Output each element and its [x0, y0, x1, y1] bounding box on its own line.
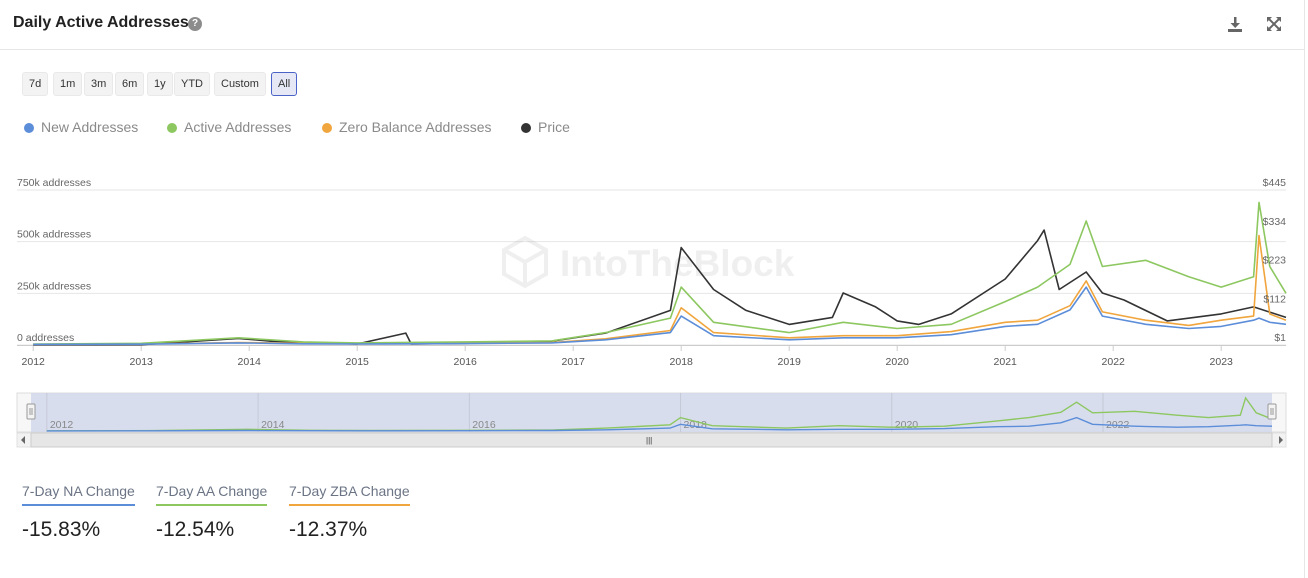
legend-new-addresses[interactable]: New Addresses — [24, 119, 138, 135]
stat-value: -15.83% — [22, 518, 101, 541]
y-tick-label-left: 750k addresses — [17, 177, 91, 189]
x-tick-label: 2021 — [994, 356, 1018, 368]
range-button-7d[interactable]: 7d — [22, 72, 49, 96]
legend-dot-icon — [322, 123, 332, 133]
legend-dot-icon — [167, 123, 177, 133]
legend-price[interactable]: Price — [521, 119, 570, 135]
watermark-text: IntoTheBlock — [560, 243, 795, 284]
navigator-handle-left[interactable] — [26, 403, 36, 420]
stat-label: 7-Day AA Change — [156, 483, 268, 506]
series-line-price[interactable] — [33, 229, 1287, 346]
y-tick-label-right: $1 — [1274, 332, 1286, 344]
scrollbar-grip-icon: ||| — [646, 436, 652, 445]
y-tick-label-right: $112 — [1263, 293, 1286, 305]
scrollbar-thumb[interactable] — [30, 432, 1273, 448]
legend-zero-balance-addresses[interactable]: Zero Balance Addresses — [322, 119, 492, 135]
x-tick-label: 2018 — [670, 356, 694, 368]
navigator[interactable]: 2012 2014 2016 2018 2020 2022 ||| — [0, 385, 1308, 455]
navigator-tick-label: 2016 — [472, 419, 496, 431]
x-tick-label: 2022 — [1102, 356, 1126, 368]
series-line-new-addresses[interactable] — [33, 286, 1287, 346]
y-tick-label-left: 250k addresses — [17, 280, 91, 292]
expand-icon[interactable] — [1264, 14, 1284, 34]
x-tick-label: 2020 — [886, 356, 910, 368]
y-tick-label-right: $334 — [1263, 216, 1287, 228]
panel-border — [1304, 50, 1305, 578]
y-tick-label-left: 0 addresses — [17, 332, 74, 344]
x-tick-label: 2015 — [346, 356, 370, 368]
legend-label: New Addresses — [41, 119, 139, 135]
x-tick-label: 2012 — [22, 356, 46, 368]
legend-dot-icon — [521, 123, 531, 133]
stat-value: -12.37% — [289, 518, 368, 541]
x-tick-label: 2013 — [130, 356, 154, 368]
legend-active-addresses[interactable]: Active Addresses — [167, 119, 291, 135]
scroll-left-arrow-icon[interactable] — [21, 436, 25, 444]
main-chart[interactable]: IntoTheBlock 750k addresses 500k addresse… — [0, 0, 1308, 390]
x-tick-label: 2019 — [778, 356, 802, 368]
legend-label: Active Addresses — [184, 119, 292, 135]
stat-aa-change: 7-Day AA Change -12.54% — [156, 483, 268, 542]
stat-na-change: 7-Day NA Change -15.83% — [22, 483, 135, 542]
stat-label: 7-Day ZBA Change — [289, 483, 410, 506]
y-tick-label-right: $223 — [1263, 255, 1287, 267]
legend-label: Zero Balance Addresses — [339, 119, 492, 135]
x-tick-label: 2023 — [1210, 356, 1234, 368]
x-tick-label: 2014 — [238, 356, 262, 368]
range-button-6m[interactable]: 6m — [115, 72, 145, 96]
scroll-right-arrow-icon[interactable] — [1279, 436, 1283, 444]
question-circle-icon[interactable]: ? — [188, 17, 202, 31]
navigator-series-line — [46, 416, 1273, 432]
y-tick-label-left: 500k addresses — [17, 229, 91, 241]
range-button-1y[interactable]: 1y — [147, 72, 173, 96]
navigator-tick-label: 2012 — [50, 419, 74, 431]
legend-dot-icon — [24, 123, 34, 133]
range-button-ytd[interactable]: YTD — [174, 72, 210, 96]
navigator-tick-label: 2014 — [261, 419, 285, 431]
range-button-3m[interactable]: 3m — [84, 72, 114, 96]
legend-label: Price — [538, 119, 570, 135]
navigator-handle-right[interactable] — [1267, 403, 1277, 420]
watermark: IntoTheBlock — [502, 235, 795, 289]
range-button-custom[interactable]: Custom — [214, 72, 266, 96]
page-title: Daily Active Addresses — [13, 14, 189, 31]
x-tick-label: 2016 — [454, 356, 478, 368]
navigator-tick-label: 2018 — [684, 419, 708, 431]
chart-header: Daily Active Addresses ? — [0, 0, 1305, 50]
stat-label: 7-Day NA Change — [22, 483, 135, 506]
range-button-all[interactable]: All — [271, 72, 298, 96]
series-line-active-addresses[interactable] — [33, 201, 1287, 345]
x-tick-label: 2017 — [562, 356, 586, 368]
navigator-tick-label: 2020 — [895, 419, 919, 431]
stat-zba-change: 7-Day ZBA Change -12.37% — [289, 483, 410, 542]
y-tick-label-right: $445 — [1263, 177, 1287, 189]
stat-value: -12.54% — [156, 518, 235, 541]
download-icon[interactable] — [1225, 14, 1245, 34]
range-button-1m[interactable]: 1m — [53, 72, 83, 96]
